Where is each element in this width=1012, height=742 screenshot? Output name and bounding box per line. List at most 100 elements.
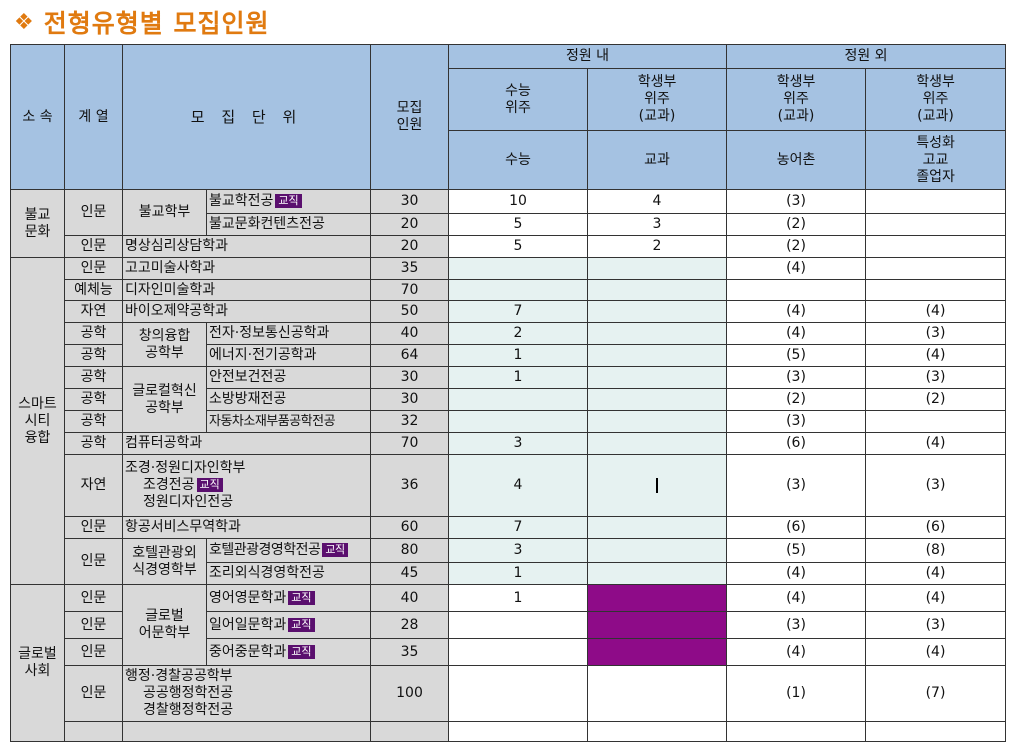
value-cell: 1 — [448, 562, 589, 585]
header-gyogwa-outside2: 학생부 위주 (교과) — [865, 68, 1007, 131]
quota-cell: 20 — [370, 235, 450, 258]
quota-cell — [370, 721, 450, 742]
value-cell — [587, 432, 728, 455]
value-cell — [587, 366, 728, 389]
value-cell: (4) — [726, 562, 867, 585]
value-cell: (6) — [865, 516, 1007, 539]
quota-cell: 100 — [370, 665, 450, 722]
table-row — [11, 721, 1007, 742]
series-cell — [64, 721, 123, 742]
value-cell — [448, 388, 589, 411]
unit-cell: 영어영문학과 교직 — [205, 584, 372, 612]
series-cell: 자연 — [64, 454, 123, 517]
series-cell: 공학 — [64, 344, 123, 367]
unit-cell: 자동차소재부품공학전공 — [205, 410, 372, 433]
unit-cell: 불교학전공 교직 — [205, 189, 372, 214]
series-cell: 자연 — [64, 300, 123, 323]
value-cell — [865, 235, 1007, 258]
quota-cell: 35 — [370, 638, 450, 666]
teaching-badge: 교직 — [275, 194, 302, 208]
quota-cell: 30 — [370, 189, 450, 214]
table-row: 자연 바이오제약공학과 50 7 (4) (4) — [11, 300, 1007, 323]
quota-cell: 28 — [370, 611, 450, 639]
page-title: ❖ 전형유형별 모집인원 — [14, 4, 269, 40]
value-cell: 7 — [448, 516, 589, 539]
affiliation-smartcity: 스마트 시티 융합 — [10, 257, 65, 585]
value-cell: (3) — [865, 366, 1007, 389]
value-cell: (5) — [726, 344, 867, 367]
value-cell — [587, 721, 728, 742]
affiliation-global: 글로벌 사회 — [10, 584, 65, 742]
value-cell — [587, 388, 728, 411]
teaching-badge: 교직 — [322, 543, 348, 557]
value-cell — [587, 584, 728, 612]
teaching-badge: 교직 — [288, 617, 315, 632]
value-cell: (4) — [865, 584, 1007, 612]
header-outside: 정원 외 — [726, 44, 1007, 69]
series-cell: 인문 — [64, 665, 123, 722]
value-cell — [587, 322, 728, 345]
value-cell — [587, 279, 728, 301]
value-cell — [587, 257, 728, 280]
table-row: 글로벌 사회 인문 글로벌 어문학부 영어영문학과 교직 40 1 (4) (4) — [10, 584, 1007, 742]
header-suneung-wiju: 수능 위주 — [448, 68, 589, 131]
value-cell — [448, 721, 589, 742]
value-cell — [448, 410, 589, 433]
series-cell: 예체능 — [64, 279, 123, 301]
value-cell — [587, 300, 728, 323]
table-row: 인문 중어중문학과 교직 35 (4) (4) — [11, 638, 1007, 666]
value-cell: (4) — [726, 300, 867, 323]
series-cell: 공학 — [64, 410, 123, 433]
table-row: 스마트 시티 융합 인문 고고미술사학과 35 (4) — [10, 257, 1007, 585]
series-cell: 공학 — [64, 432, 123, 455]
table-row: 공학 자동차소재부품공학전공 32 (3) — [11, 410, 1007, 433]
value-cell: (7) — [865, 665, 1007, 722]
value-cell: (1) — [726, 665, 867, 722]
quota-cell: 80 — [370, 538, 450, 563]
unit-cell: 조리외식경영학전공 — [205, 562, 372, 585]
value-cell: (4) — [865, 432, 1007, 455]
table-row: 공학 창의융합 공학부 전자·정보통신공학과 40 2 (4) (3) — [11, 322, 1007, 367]
value-cell: (4) — [865, 344, 1007, 367]
header-affiliation: 소 속 — [10, 44, 65, 190]
value-cell: (4) — [865, 638, 1007, 666]
quota-cell: 70 — [370, 432, 450, 455]
value-cell: (4) — [865, 562, 1007, 585]
header-unit: 모 집 단 위 — [121, 44, 372, 190]
unit-cell: 안전보건전공 — [205, 366, 372, 389]
value-cell: 10 — [448, 189, 589, 214]
value-cell — [448, 279, 589, 301]
quota-cell: 64 — [370, 344, 450, 367]
unit-cell: 항공서비스무역학과 — [121, 516, 372, 539]
table-row: 조리외식경영학전공 45 1 (4) (4) — [11, 562, 1007, 585]
value-cell: 5 — [448, 213, 589, 236]
header-gyogwa-outside1: 학생부 위주 (교과) — [726, 68, 867, 131]
value-cell — [587, 516, 728, 539]
header-quota: 모집 인원 — [370, 44, 450, 190]
quota-cell: 70 — [370, 279, 450, 301]
quota-cell: 36 — [370, 454, 450, 517]
value-cell: (2) — [726, 235, 867, 258]
value-cell: 1 — [448, 584, 589, 612]
unit-cell: 중어중문학과 교직 — [205, 638, 372, 666]
header-sub-nongeochon: 농어촌 — [726, 130, 867, 190]
unit-cell: 호텔관광경영학전공 교직 — [205, 538, 372, 563]
unit-cell: 조경·정원디자인학부 조경전공 교직 정원디자인전공 — [121, 454, 372, 517]
value-cell: (3) — [726, 410, 867, 433]
value-cell: (2) — [726, 213, 867, 236]
quota-cell: 32 — [370, 410, 450, 433]
quota-cell: 45 — [370, 562, 450, 585]
table-row: 인문 행정·경찰공공학부 공공행정학전공 경찰행정학전공 100 (1) (7) — [11, 665, 1007, 722]
table-row: 공학 소방방재전공 30 (2) (2) — [11, 388, 1007, 411]
quota-cell: 35 — [370, 257, 450, 280]
table-row: 공학 글로컬혁신 공학부 안전보건전공 30 1 (3) (3) — [11, 366, 1007, 433]
value-cell — [587, 410, 728, 433]
group-cell: 불교학부 — [122, 189, 207, 236]
series-cell: 인문 — [64, 516, 123, 539]
quota-cell: 20 — [370, 213, 450, 236]
quota-cell: 40 — [370, 322, 450, 345]
unit-cell: 바이오제약공학과 — [121, 300, 372, 323]
group-cell: 글로컬혁신 공학부 — [122, 366, 207, 433]
value-cell: (3) — [726, 454, 867, 517]
table-row: 자연 조경·정원디자인학부 조경전공 교직 정원디자인전공 36 4 (3) (3… — [11, 454, 1007, 517]
